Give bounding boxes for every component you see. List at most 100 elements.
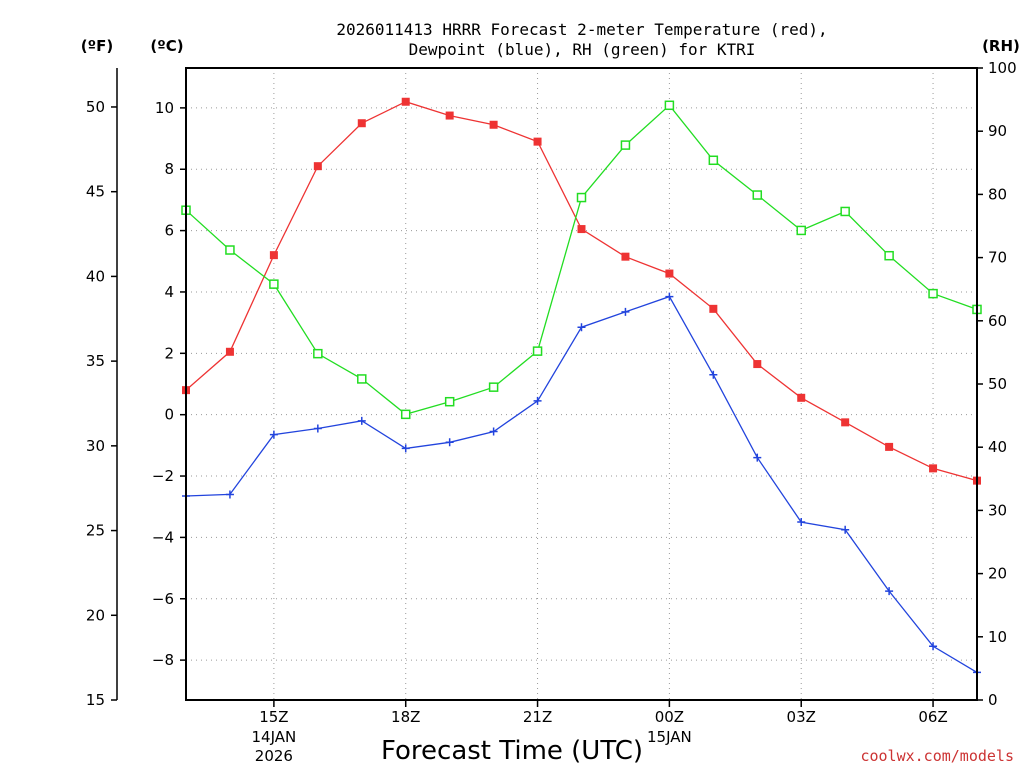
fahrenheit-tick-label: 25 [86, 522, 105, 540]
chart-title-line-2: Dewpoint (blue), RH (green) for KTRI [409, 40, 756, 59]
celsius-tick-label: 8 [164, 160, 174, 178]
celsius-tick-label: 6 [164, 222, 174, 240]
data-point-marker [445, 111, 454, 120]
data-point-marker [929, 642, 938, 651]
fahrenheit-tick-label: 15 [86, 691, 105, 709]
series-line [185, 101, 978, 482]
time-tick-label: 03Z [787, 708, 816, 726]
data-point-marker [313, 348, 323, 359]
fahrenheit-unit-label: (ºF) [81, 37, 113, 55]
celsius-tick-label: 4 [164, 283, 174, 301]
data-point-marker [313, 162, 322, 171]
celsius-unit-label: (ºC) [150, 37, 183, 55]
celsius-tick-label: 10 [155, 99, 174, 117]
data-point-marker [709, 370, 718, 379]
data-point-marker [269, 430, 278, 439]
celsius-axis: 10 8 6 4 2 0 −2 −4 −6 −8 [152, 99, 186, 669]
time-tick-label: 15Z [259, 708, 288, 726]
data-point-marker [840, 206, 850, 217]
time-tick-date-label: 2026 [255, 747, 293, 765]
rh-unit-label: (RH) [982, 37, 1020, 55]
data-point-marker [533, 137, 542, 146]
data-point-marker [796, 225, 806, 236]
rh-tick-label: 40 [988, 438, 1007, 456]
chart-title-line-1: 2026011413 HRRR Forecast 2-meter Tempera… [336, 20, 827, 39]
celsius-tick-label: −2 [152, 467, 174, 485]
celsius-tick-label: −4 [152, 528, 174, 546]
time-tick-label: 06Z [918, 708, 947, 726]
data-point-marker [269, 279, 279, 289]
data-point-marker [621, 307, 630, 316]
data-point-marker [797, 393, 806, 402]
celsius-tick-label: −8 [152, 651, 174, 669]
data-point-marker [841, 418, 850, 427]
fahrenheit-tick-label: 35 [86, 352, 105, 370]
data-point-marker [489, 427, 498, 436]
grid-lines [186, 68, 977, 700]
rh-tick-label: 10 [988, 628, 1007, 646]
series-2-meter-temperature [182, 97, 981, 485]
data-point-marker [664, 100, 675, 111]
data-point-marker [269, 251, 278, 260]
data-point-marker [621, 252, 630, 261]
rh-tick-label: 80 [988, 185, 1007, 203]
rh-tick-label: 60 [988, 312, 1007, 330]
series-line [185, 104, 978, 416]
data-point-marker [665, 292, 674, 301]
rh-tick-label: 100 [988, 59, 1017, 77]
time-tick-label: 21Z [523, 708, 552, 726]
data-point-marker [444, 396, 455, 407]
plot-frame [185, 67, 978, 701]
data-point-marker [885, 587, 894, 596]
data-point-marker [709, 304, 718, 313]
data-point-marker [753, 360, 762, 369]
rh-tick-label: 50 [988, 375, 1007, 393]
data-point-marker [357, 119, 366, 128]
watermark-text: coolwx.com/models [860, 747, 1014, 765]
data-point-marker [752, 190, 763, 200]
data-point-marker [445, 438, 454, 447]
celsius-tick-label: 0 [164, 406, 174, 424]
rh-tick-label: 0 [988, 691, 998, 709]
fahrenheit-tick-label: 45 [86, 183, 105, 201]
data-point-marker [841, 525, 850, 534]
celsius-tick-label: 2 [164, 344, 174, 362]
data-point-marker [708, 155, 719, 166]
fahrenheit-tick-label: 20 [86, 606, 105, 624]
time-tick-date-label: 15JAN [647, 728, 692, 746]
time-tick-date-label: 14JAN [252, 728, 297, 746]
data-point-marker [401, 444, 410, 453]
data-point-marker [577, 323, 586, 332]
data-point-marker [532, 346, 543, 356]
data-point-marker [928, 288, 938, 299]
data-point-marker [313, 424, 322, 433]
data-point-marker [225, 347, 234, 356]
data-point-marker [400, 409, 411, 420]
rh-tick-label: 90 [988, 122, 1007, 140]
time-tick-label: 00Z [655, 708, 684, 726]
time-tick-label: 18Z [391, 708, 420, 726]
fahrenheit-tick-label: 40 [86, 267, 105, 285]
data-point-marker [753, 453, 762, 462]
data-point-marker [225, 245, 235, 255]
data-point-marker [488, 382, 499, 392]
celsius-tick-label: −6 [152, 590, 174, 608]
x-axis-title: Forecast Time (UTC) [381, 736, 643, 766]
data-point-marker [929, 464, 938, 473]
fahrenheit-axis: 50 45 40 35 30 25 20 15 [86, 68, 118, 709]
rh-tick-label: 30 [988, 501, 1007, 519]
data-point-marker [620, 140, 631, 150]
data-point-marker [533, 396, 542, 405]
data-point-marker [489, 120, 498, 129]
data-point-marker [401, 97, 410, 106]
series-relative-humidity [181, 100, 982, 420]
data-point-marker [885, 442, 894, 451]
data-point-marker [357, 416, 366, 425]
data-point-marker [357, 374, 367, 384]
fahrenheit-tick-label: 50 [86, 98, 105, 116]
rh-tick-label: 70 [988, 249, 1007, 267]
data-point-marker [577, 225, 586, 234]
data-point-marker [797, 518, 806, 527]
fahrenheit-tick-label: 30 [86, 437, 105, 455]
